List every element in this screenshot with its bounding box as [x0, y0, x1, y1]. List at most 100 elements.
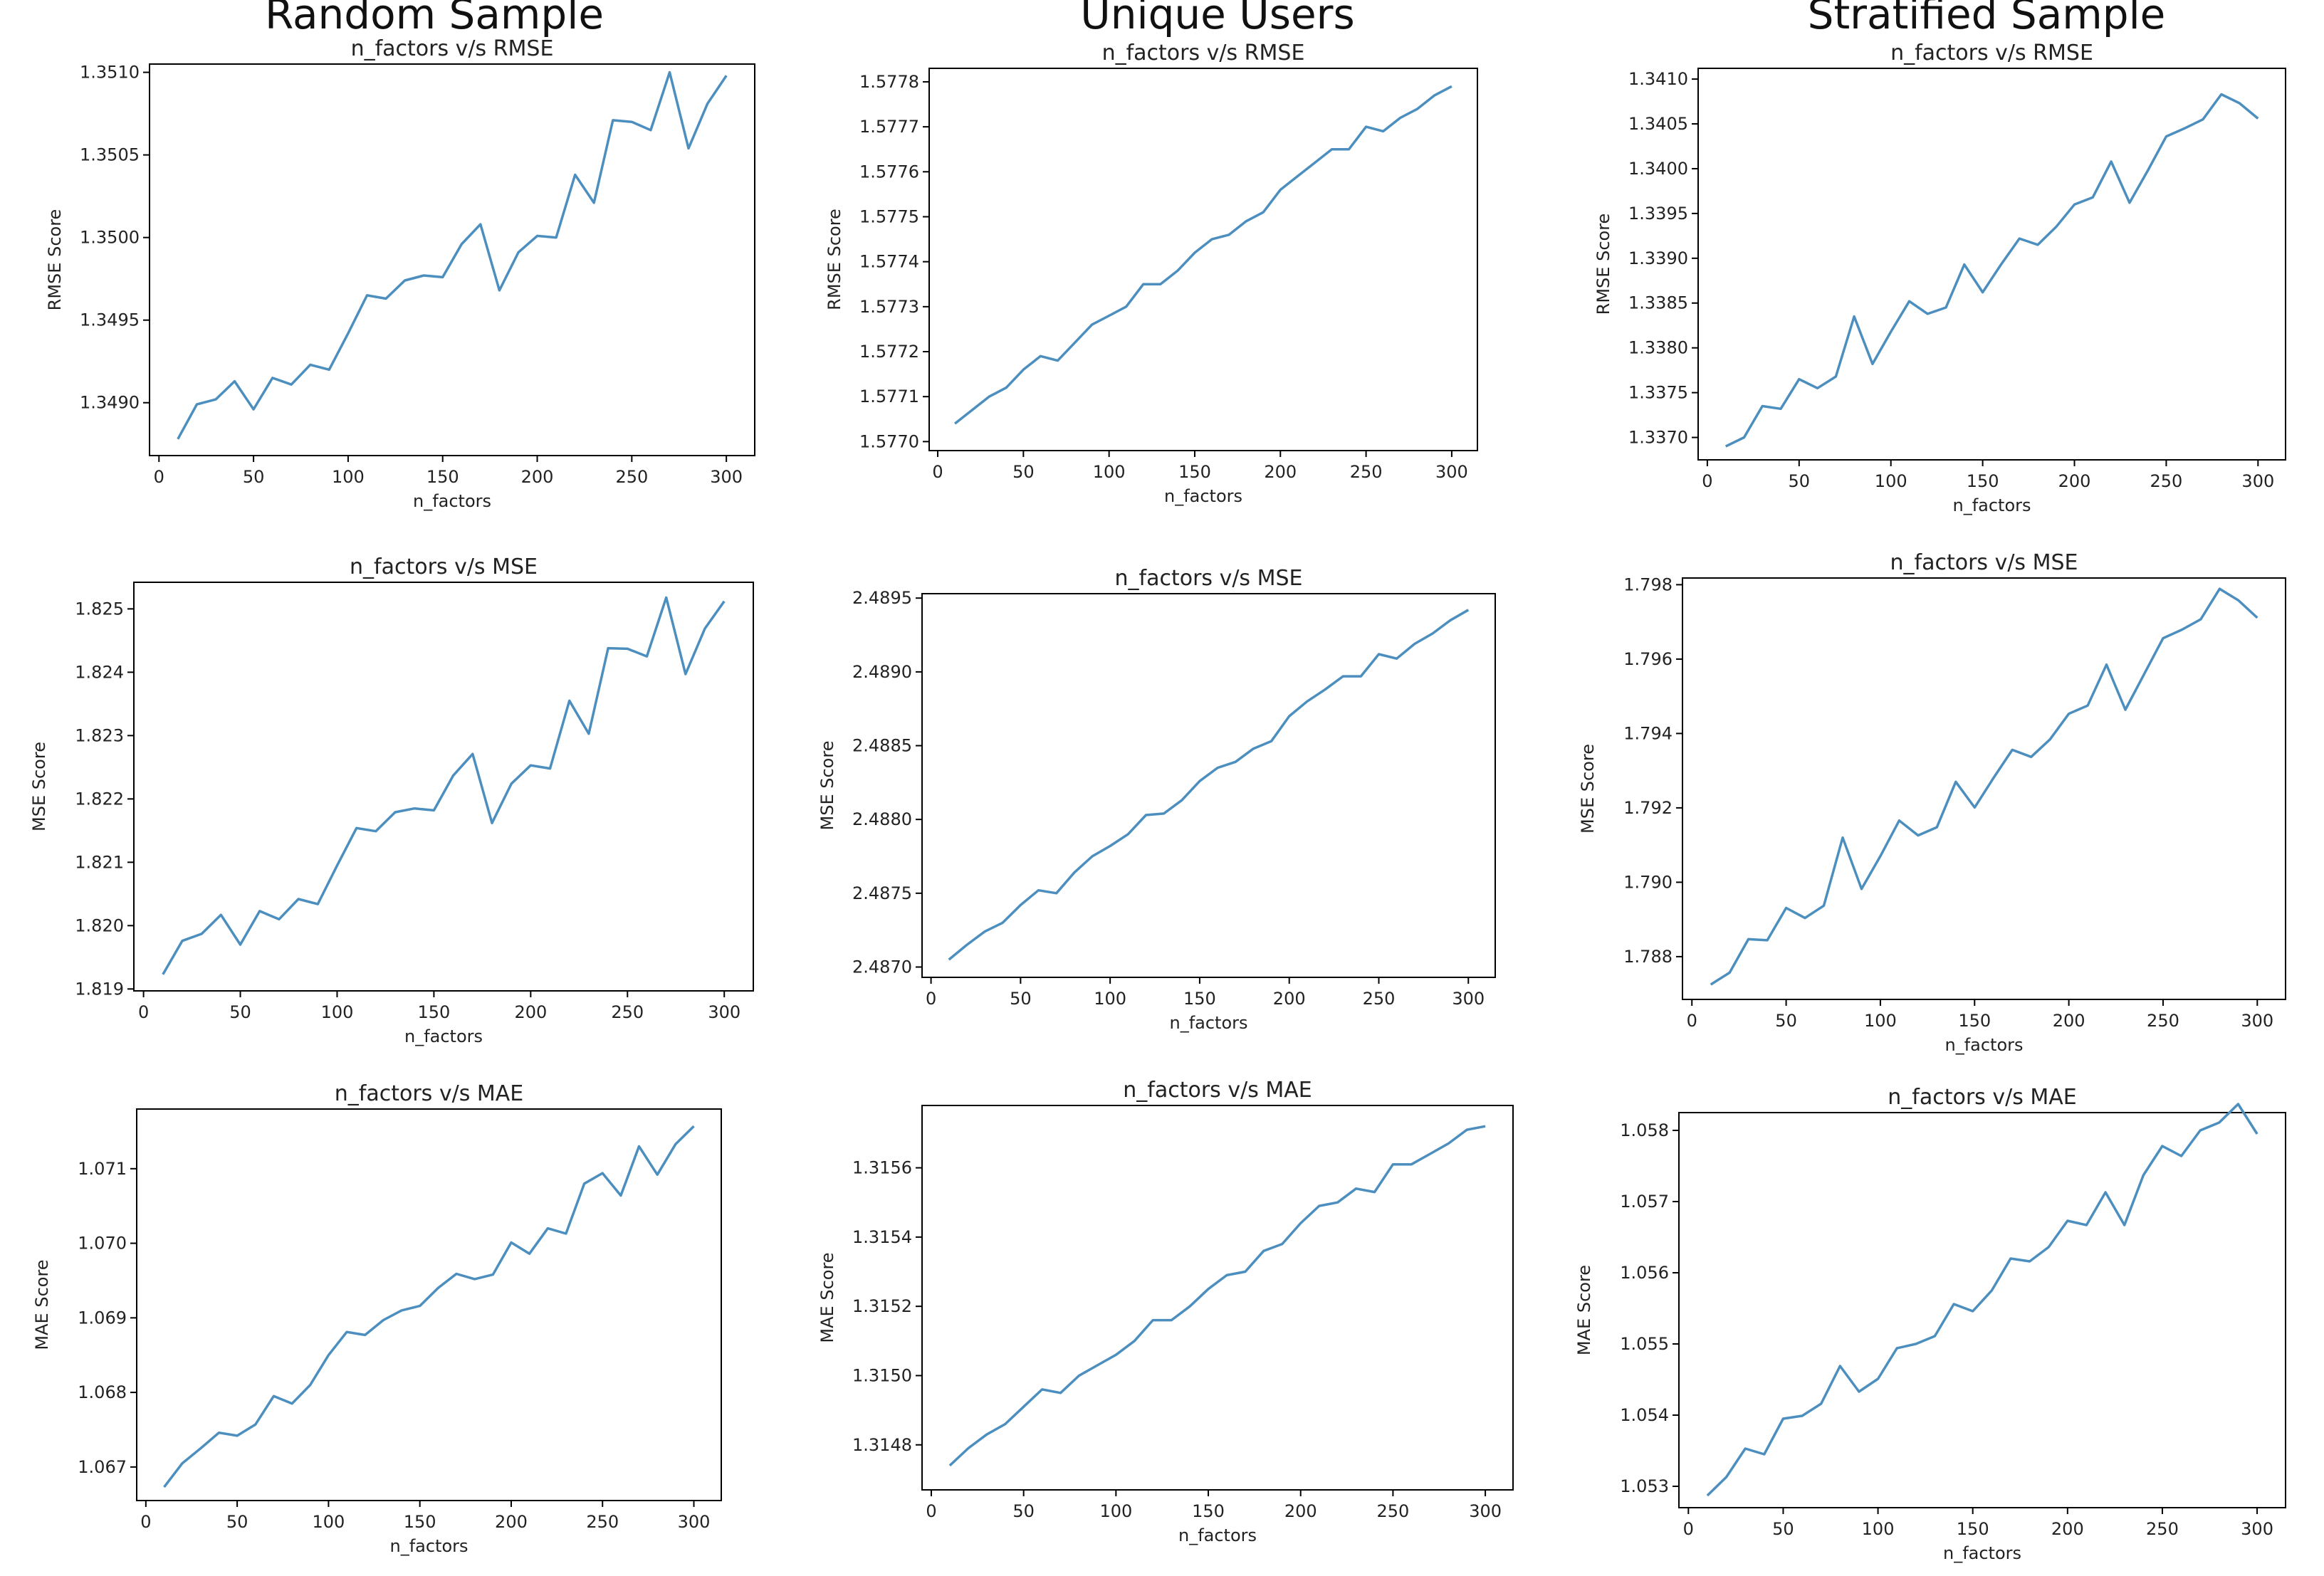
- y-tick-label: 2.4875: [852, 883, 912, 903]
- y-tick-label: 1.3495: [80, 310, 140, 330]
- x-tick-label: 300: [678, 1512, 711, 1532]
- x-tick-label: 50: [243, 467, 265, 487]
- x-tick-label: 100: [1875, 471, 1907, 491]
- x-tick-label: 150: [1957, 1519, 1989, 1539]
- plot-frame: [928, 68, 1478, 451]
- x-tick-label: 50: [1789, 471, 1811, 491]
- series-line-1: [1724, 93, 2259, 448]
- chart-panel-7: n_factors v/s MAE 0 50 100 150 200 250 300 1.067…: [32, 1081, 722, 1556]
- plot-frame: [921, 1105, 1514, 1491]
- x-tick-label: 150: [1958, 1011, 1991, 1031]
- y-tick-label: 1.3510: [80, 63, 140, 83]
- x-tick-label: 200: [1284, 1501, 1317, 1521]
- y-tick-label: 1.824: [75, 662, 124, 682]
- series-line-1: [948, 609, 1470, 961]
- y-axis-label: MAE Score: [32, 1259, 52, 1350]
- x-axis-label: n_factors: [389, 1536, 468, 1556]
- y-tick-label: 1.5776: [859, 162, 919, 182]
- series-line-1: [1706, 1103, 2258, 1497]
- y-axis-label: MSE Score: [29, 742, 49, 831]
- column-title-random-sample: Random Sample: [264, 0, 604, 38]
- y-axis-label: MSE Score: [1578, 744, 1598, 834]
- y-tick-label: 1.790: [1623, 872, 1673, 892]
- x-tick-label: 0: [154, 467, 164, 487]
- y-tick-label: 1.794: [1623, 723, 1673, 743]
- x-tick-label: 250: [615, 467, 648, 487]
- y-tick-label: 1.3390: [1628, 248, 1688, 268]
- chart-title: n_factors v/s MAE: [335, 1081, 523, 1106]
- chart-title: n_factors v/s MSE: [350, 555, 538, 579]
- y-tick-label: 1.3405: [1628, 114, 1688, 134]
- y-tick-label: 1.3385: [1628, 293, 1688, 313]
- y-tick-label: 1.820: [75, 915, 124, 935]
- y-tick-label: 1.3154: [852, 1227, 912, 1247]
- x-tick-label: 0: [932, 462, 943, 482]
- x-tick-label: 50: [1010, 989, 1032, 1009]
- x-tick-label: 0: [1702, 471, 1712, 491]
- y-axis-label: RMSE Score: [1593, 214, 1613, 315]
- x-tick-label: 200: [2053, 1011, 2085, 1031]
- x-tick-label: 50: [1012, 1501, 1035, 1521]
- x-tick-label: 150: [1967, 471, 1999, 491]
- x-tick-label: 300: [2241, 1011, 2273, 1031]
- x-tick-label: 100: [321, 1002, 354, 1022]
- y-tick-label: 1.3152: [852, 1296, 912, 1316]
- x-axis-label: n_factors: [404, 1026, 483, 1046]
- x-tick-label: 150: [1192, 1501, 1225, 1521]
- chart-title: n_factors v/s MSE: [1890, 550, 2078, 575]
- y-tick-label: 1.057: [1620, 1192, 1669, 1212]
- column-title-unique-users: Unique Users: [1080, 0, 1355, 38]
- x-tick-label: 50: [226, 1512, 248, 1532]
- column-title-stratified-sample: Stratified Sample: [1807, 0, 2166, 38]
- y-tick-label: 1.3395: [1628, 204, 1688, 224]
- x-tick-label: 150: [1183, 989, 1216, 1009]
- y-tick-label: 1.067: [78, 1457, 127, 1477]
- chart-title: n_factors v/s MAE: [1123, 1078, 1312, 1103]
- x-tick-label: 200: [1273, 989, 1306, 1009]
- x-tick-label: 300: [1452, 989, 1485, 1009]
- x-tick-label: 300: [2241, 471, 2274, 491]
- plot-frame: [1678, 1112, 2286, 1508]
- x-tick-label: 250: [1377, 1501, 1410, 1521]
- x-tick-label: 300: [1435, 462, 1468, 482]
- y-tick-label: 1.5772: [859, 342, 919, 362]
- x-axis-label: n_factors: [1944, 1035, 2023, 1055]
- x-tick-label: 100: [332, 467, 365, 487]
- series-line-1: [163, 1125, 695, 1488]
- y-tick-label: 1.792: [1623, 798, 1673, 818]
- x-tick-label: 100: [1864, 1011, 1897, 1031]
- x-tick-label: 100: [1094, 989, 1126, 1009]
- x-tick-label: 150: [404, 1512, 436, 1532]
- x-tick-label: 250: [611, 1002, 644, 1022]
- x-tick-label: 0: [1687, 1011, 1697, 1031]
- x-tick-label: 100: [312, 1512, 345, 1532]
- y-tick-label: 1.5777: [859, 117, 919, 137]
- y-tick-label: 1.3400: [1628, 159, 1688, 179]
- y-axis-label: RMSE Score: [825, 209, 844, 310]
- y-tick-label: 1.5778: [859, 72, 919, 92]
- y-tick-label: 2.4890: [852, 662, 912, 682]
- chart-title: n_factors v/s MSE: [1115, 566, 1303, 591]
- y-tick-label: 1.070: [78, 1234, 127, 1254]
- y-tick-label: 1.5773: [859, 297, 919, 317]
- x-tick-label: 200: [1264, 462, 1297, 482]
- chart-panel-1: n_factors v/s RMSE 0 50 100 150 200 250 300 1.34…: [45, 36, 755, 511]
- y-tick-label: 1.3410: [1628, 69, 1688, 89]
- series-line-1: [177, 70, 728, 440]
- y-tick-label: 1.3380: [1628, 338, 1688, 358]
- y-tick-label: 1.053: [1620, 1476, 1669, 1496]
- y-tick-label: 1.3156: [852, 1158, 912, 1178]
- plot-frame: [136, 1108, 722, 1501]
- y-tick-label: 1.796: [1623, 649, 1673, 669]
- x-tick-label: 0: [926, 1501, 936, 1521]
- y-tick-label: 1.069: [78, 1308, 127, 1328]
- y-tick-label: 1.068: [78, 1382, 127, 1402]
- x-tick-label: 50: [229, 1002, 251, 1022]
- x-tick-label: 150: [418, 1002, 451, 1022]
- x-tick-label: 200: [514, 1002, 547, 1022]
- x-tick-label: 300: [1469, 1501, 1502, 1521]
- y-tick-label: 1.3505: [80, 145, 140, 165]
- x-tick-label: 300: [708, 1002, 740, 1022]
- y-axis-label: MAE Score: [817, 1252, 837, 1343]
- series-line-1: [954, 85, 1452, 425]
